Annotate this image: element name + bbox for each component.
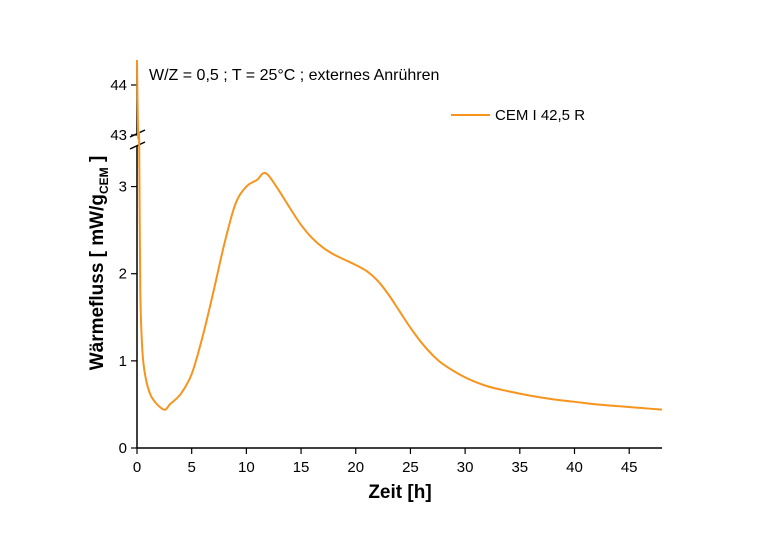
x-ticks: 0 5 10 15 20 25 30 35 40 45 (133, 448, 638, 476)
y-tick-label: 0 (119, 440, 127, 457)
y-tick-label-upper: 44 (110, 77, 127, 94)
y-tick-label: 1 (119, 353, 127, 370)
x-tick-label: 25 (402, 459, 419, 476)
x-tick-label: 35 (511, 459, 528, 476)
y-tick-label: 2 (119, 266, 127, 283)
y-tick-label: 3 (119, 179, 127, 196)
y-ticks: 0 1 2 3 43 44 (110, 77, 137, 457)
y-axis-title: Wärmefluss [ mW/gCEM ] (87, 156, 111, 371)
x-axis-title: Zeit [h] (368, 482, 431, 503)
x-tick-label: 20 (347, 459, 364, 476)
series-layer (136, 59, 663, 411)
x-tick-label: 0 (133, 459, 141, 476)
y-axis-title-close: ] (87, 156, 108, 168)
x-tick-label: 10 (238, 459, 255, 476)
x-tick-label: 45 (621, 459, 638, 476)
axis-break-mark-lower (129, 141, 146, 150)
x-tick-label: 40 (566, 459, 583, 476)
series-line-0 (136, 59, 663, 411)
legend-label: CEM I 42,5 R (495, 107, 585, 124)
y-tick-label-upper: 43 (110, 127, 127, 144)
x-tick-label: 30 (457, 459, 474, 476)
chart-annotation: W/Z = 0,5 ; T = 25°C ; externes Anrühren (149, 67, 439, 84)
y-axis-title-subscript: CEM (97, 167, 111, 194)
legend: CEM I 42,5 R (451, 107, 585, 124)
x-tick-label: 5 (188, 459, 196, 476)
y-axis-title-main: Wärmefluss [ mW/g (87, 194, 108, 370)
x-tick-label: 15 (293, 459, 310, 476)
